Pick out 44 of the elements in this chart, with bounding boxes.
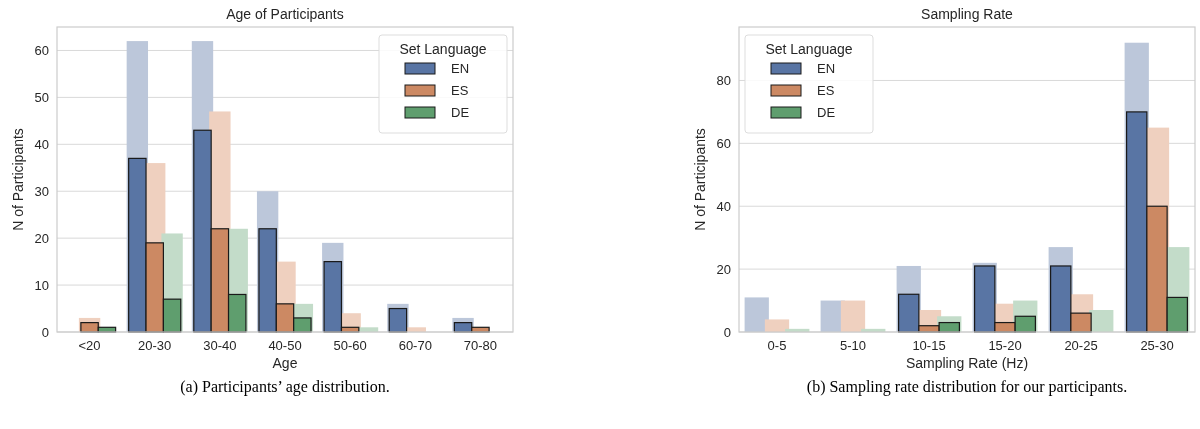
chart-title: Sampling Rate <box>921 6 1014 22</box>
y-tick-label: 60 <box>716 135 731 151</box>
y-axis-title: N of Participants <box>692 128 708 231</box>
legend-label: DE <box>451 105 470 121</box>
x-tick-label: 10-15 <box>912 338 946 353</box>
x-tick-label: 5-10 <box>839 338 867 353</box>
legend-title: Set Language <box>399 41 487 57</box>
y-tick-label: 50 <box>34 89 49 105</box>
x-axis-title: Age <box>272 355 298 371</box>
x-tick-label: 60-70 <box>398 338 432 353</box>
x-tick-label: 20-25 <box>1064 338 1098 353</box>
y-tick-label: 40 <box>34 136 49 152</box>
x-tick-label: 15-20 <box>988 338 1022 353</box>
x-tick-label: 0-5 <box>767 338 787 353</box>
y-tick-label: 40 <box>716 198 731 214</box>
legend-label: ES <box>817 83 835 99</box>
chart-title: Age of Participants <box>226 6 344 22</box>
y-tick-label: 80 <box>716 73 731 88</box>
x-tick-label: 25-30 <box>1140 338 1174 353</box>
y-tick-label: 60 <box>34 43 49 59</box>
y-tick-label: 30 <box>34 183 49 199</box>
bar <box>744 297 769 332</box>
legend-label: DE <box>817 105 836 121</box>
y-tick-label: 0 <box>723 324 731 340</box>
x-tick-label: 20-30 <box>138 338 172 353</box>
legend-title: Set Language <box>765 41 853 57</box>
bar <box>840 300 866 332</box>
x-tick-label: <20 <box>78 338 101 353</box>
y-tick-label: 10 <box>34 277 49 293</box>
text: (a) Participants’ age distribution. <box>180 378 390 396</box>
y-tick-label: 20 <box>34 230 49 246</box>
legend-label: EN <box>817 61 836 77</box>
x-tick-label: 30-40 <box>203 338 237 353</box>
x-tick-label: 40-50 <box>268 338 302 353</box>
legend-label: ES <box>451 83 469 99</box>
y-axis-title: N of Participants <box>10 128 26 231</box>
y-tick-label: 0 <box>41 324 49 340</box>
y-tick-label: 20 <box>716 261 731 277</box>
legend-label: EN <box>451 61 470 77</box>
x-axis-title: Sampling Rate (Hz) <box>905 355 1029 371</box>
x-tick-label: 50-60 <box>333 338 367 353</box>
text: (b) Sampling rate distribution for our participants. <box>806 378 1128 396</box>
x-tick-label: 70-80 <box>463 338 498 353</box>
bar <box>764 319 790 332</box>
